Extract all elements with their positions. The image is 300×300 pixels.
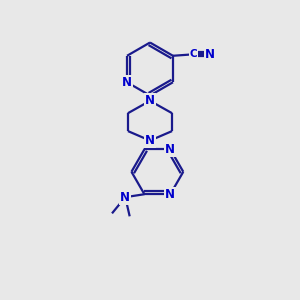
Text: N: N <box>165 143 175 156</box>
Text: N: N <box>145 134 155 147</box>
Text: N: N <box>205 48 215 61</box>
Text: N: N <box>122 76 132 89</box>
Text: N: N <box>165 188 175 201</box>
Text: N: N <box>145 94 155 107</box>
Text: N: N <box>120 191 130 204</box>
Text: C: C <box>190 49 197 59</box>
